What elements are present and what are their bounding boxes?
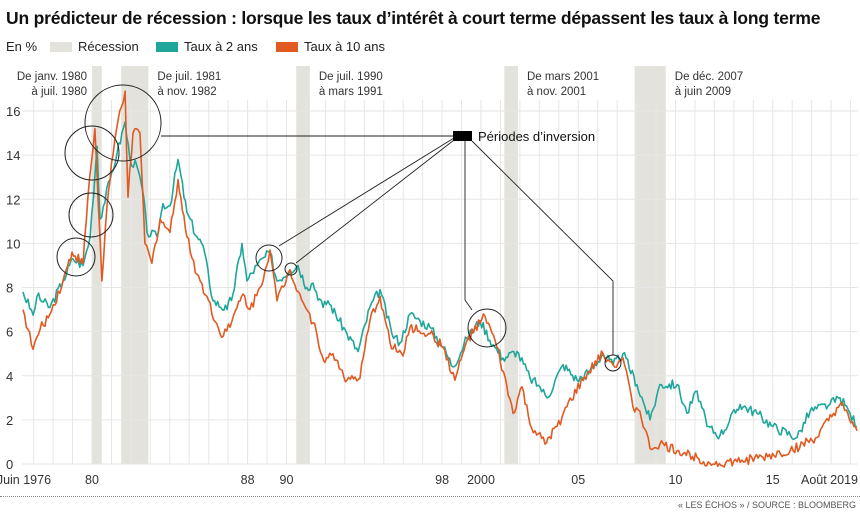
x-tick-label: 10 (669, 473, 683, 487)
y-tick-label: 4 (6, 369, 13, 384)
x-tick-label: Août 2019 (801, 473, 858, 487)
recession-label: De mars 2001 (527, 71, 599, 83)
legend-label-ten-year: Taux à 10 ans (304, 39, 385, 54)
legend-label-two-year: Taux à 2 ans (184, 39, 258, 54)
legend-label-recession: Récession (78, 39, 139, 54)
y-tick-label: 0 (6, 457, 13, 472)
recession-band (634, 66, 666, 464)
inversion-connector (464, 141, 473, 311)
y-tick-label: 16 (6, 104, 20, 119)
y-tick-label: 2 (6, 413, 13, 428)
x-tick-label: 90 (280, 473, 294, 487)
chart-title: Un prédicteur de récession : lorsque les… (6, 8, 821, 28)
series-line-ten-year (22, 90, 858, 468)
y-tick-label: 14 (6, 148, 20, 163)
y-tick-label: 8 (6, 281, 13, 296)
recession-band (92, 66, 102, 464)
x-tick-label: 15 (766, 473, 780, 487)
recession-label: à juil. 1980 (31, 86, 87, 98)
y-axis-unit: En % (6, 39, 38, 54)
x-tick-label: Juin 1976 (0, 473, 51, 487)
footer-divider (0, 496, 860, 497)
legend-recession: Récession (50, 39, 139, 54)
recession-label: à nov. 1982 (157, 86, 216, 98)
inversion-circle (284, 262, 298, 276)
x-tick-label: 05 (571, 473, 585, 487)
recession-label: à juin 2009 (675, 86, 731, 98)
y-tick-label: 6 (6, 325, 13, 340)
x-tick-label: 2000 (467, 473, 495, 487)
recession-label: De janv. 1980 (17, 71, 87, 83)
recession-label: à nov. 2001 (527, 86, 586, 98)
inversion-circle (467, 308, 507, 348)
recession-label: De juil. 1981 (157, 71, 221, 83)
inversion-circle (64, 125, 120, 181)
inversion-circle (255, 244, 283, 272)
recession-label: à mars 1991 (319, 86, 383, 98)
x-tick-label: 98 (435, 473, 449, 487)
x-tick-label: 80 (85, 473, 99, 487)
source-credit: « LES ÉCHOS » / SOURCE : BLOOMBERG (677, 500, 856, 510)
inversion-circle (84, 84, 162, 162)
x-tick-label: 88 (241, 473, 255, 487)
y-tick-label: 10 (6, 236, 20, 251)
legend-swatch-two-year (156, 41, 178, 52)
recession-band (504, 66, 518, 464)
recession-label: De déc. 2007 (675, 71, 743, 83)
recession-label: De juil. 1990 (319, 71, 383, 83)
inversion-circle (68, 192, 114, 238)
inversion-marker (453, 131, 472, 141)
chart-area: De janv. 1980 à juil. 1980 De juil. 1981 à … (0, 66, 858, 487)
y-tick-label: 12 (6, 192, 20, 207)
inversion-connector (278, 137, 455, 247)
legend-two-year: Taux à 2 ans (156, 39, 258, 54)
legend-ten-year: Taux à 10 ans (276, 39, 385, 54)
legend-swatch-recession (50, 41, 72, 52)
legend-swatch-ten-year (276, 41, 298, 52)
inversion-label: Périodes d’inversion (478, 129, 595, 144)
inversion-circle (56, 237, 96, 277)
inversion-connector (295, 139, 455, 264)
inversion-connector (471, 140, 614, 355)
